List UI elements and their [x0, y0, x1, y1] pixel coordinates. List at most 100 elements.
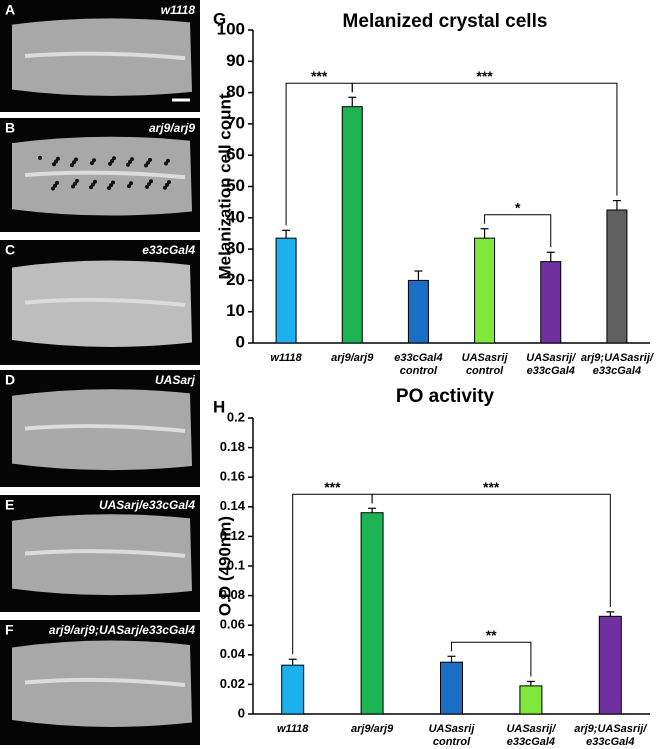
y-tick-label: 0.16 [220, 469, 245, 484]
bar [606, 209, 628, 344]
x-tick-label: e33cGal4 control [394, 352, 442, 377]
melanized-spot [144, 163, 148, 168]
significance-bracket [351, 82, 618, 196]
y-tick-label: 40 [226, 207, 245, 226]
significance-label: *** [483, 479, 500, 495]
bar [407, 279, 429, 344]
larva-stripe [24, 549, 186, 558]
larva-stripe [24, 297, 186, 307]
bar [440, 661, 463, 715]
larva-image [12, 136, 192, 216]
melanized-spot [145, 184, 149, 189]
melanized-spot [89, 185, 93, 190]
melanized-spot [127, 184, 131, 189]
x-tick-label: arj9/arj9 [351, 723, 394, 735]
y-tick-label: 0.2 [227, 409, 245, 424]
larva-stripe [24, 51, 186, 61]
melanized-spot [167, 180, 171, 185]
x-tick-label: w1118 [270, 352, 302, 364]
larva-image [12, 389, 192, 471]
melanized-spot [165, 182, 169, 187]
y-tick-label: 50 [226, 176, 245, 195]
melanized-spot [112, 156, 116, 161]
y-tick-label: 80 [226, 82, 245, 101]
melanized-spot [166, 158, 170, 163]
melanized-spot [110, 159, 114, 164]
melanized-spot [163, 185, 167, 190]
significance-bracket [292, 493, 373, 655]
panel-letter: H [213, 397, 225, 416]
melanized-spot [146, 160, 150, 165]
melanized-spot [70, 163, 74, 168]
error-bar [282, 229, 291, 239]
y-tick-label: 10 [226, 301, 245, 320]
bar [474, 237, 496, 344]
larva-stripe [24, 424, 186, 433]
error-bar [348, 96, 357, 107]
melanized-spot [75, 178, 79, 183]
error-bar [526, 680, 535, 686]
y-tick-label: 70 [226, 113, 245, 132]
significance-label: * [515, 199, 521, 215]
melanized-spot [54, 159, 58, 164]
x-tick-label: arj9;UASasrij/e33cGal4 [581, 352, 655, 377]
panel-letter: D [5, 372, 15, 388]
significance-bracket [451, 641, 532, 677]
y-tick-label: 0.06 [220, 617, 245, 632]
error-bar [368, 507, 377, 513]
y-axis-label: O.D (490nm) [215, 516, 234, 616]
panel-label: UASarj [155, 373, 196, 387]
y-tick-label: 0.08 [220, 587, 245, 602]
melanized-spot [107, 186, 111, 191]
panel-letter: E [5, 497, 14, 513]
x-tick-label: UASasrij/e33cGal4 [526, 352, 577, 377]
significance-bracket [484, 214, 552, 248]
melanized-spot [126, 162, 130, 167]
error-bar [447, 655, 456, 663]
y-axis-label: Melanization cell count [215, 93, 234, 279]
melanized-spot [111, 180, 115, 185]
panel-letter: C [5, 242, 15, 258]
y-tick-label: 0.12 [220, 528, 245, 543]
panel-letter: A [5, 2, 15, 18]
error-bar [612, 199, 621, 210]
panel-label: UASarj/e33cGal4 [99, 498, 195, 512]
melanized-spot [93, 179, 97, 184]
bar [341, 106, 363, 344]
x-tick-label: w1118 [277, 723, 309, 735]
significance-label: ** [486, 627, 497, 643]
bar [360, 512, 384, 715]
panel-letter: F [5, 622, 14, 638]
x-tick-label: UASasrij control [462, 352, 509, 377]
melanized-spot [108, 161, 112, 166]
error-bar [414, 270, 423, 281]
melanized-spot [38, 155, 42, 160]
melanized-spot [147, 182, 151, 187]
y-tick-label: 0.02 [220, 676, 245, 691]
y-tick-label: 0 [236, 332, 245, 351]
y-tick-label: 0 [238, 705, 245, 720]
melanized-spot [52, 162, 56, 167]
melanized-spot [92, 158, 96, 163]
melanized-spot [90, 161, 94, 166]
significance-label: *** [324, 479, 341, 495]
melanized-spot [73, 181, 77, 186]
y-tick-label: 20 [226, 270, 245, 289]
y-tick-label: 0.1 [227, 557, 245, 572]
panel-label: arj9/arj9;UASarj/e33cGal4 [49, 623, 195, 637]
panel-label: e33cGal4 [142, 243, 195, 257]
x-tick-label: arj9/arj9 [331, 352, 374, 364]
x-tick-label: UASasrij control [429, 723, 476, 748]
significance-label: *** [311, 68, 328, 84]
panel-letter: G [213, 9, 226, 28]
panel-label: w1118 [161, 3, 196, 17]
melanized-spot [130, 157, 134, 162]
larva-image [12, 260, 192, 347]
melanized-spot [74, 157, 78, 162]
y-tick-label: 30 [226, 239, 245, 258]
melanized-spot [71, 184, 75, 189]
y-tick-label: 90 [226, 51, 245, 70]
panel-letter: B [5, 120, 15, 136]
bar [519, 685, 543, 715]
